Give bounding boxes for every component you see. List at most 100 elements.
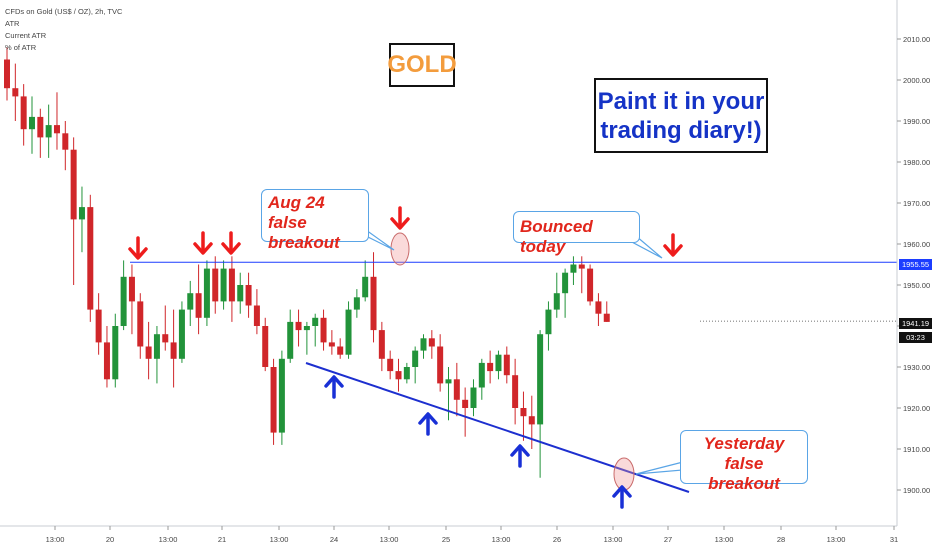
candle-body [312, 317, 319, 326]
candle-body [470, 387, 477, 408]
callout-aug24-line1: Aug 24 false [268, 193, 325, 232]
candle-body [12, 88, 19, 97]
candle-body [445, 379, 452, 384]
legend-percent-atr[interactable]: % of ATR [5, 43, 37, 52]
candle-body [303, 326, 310, 331]
candle-body [78, 207, 85, 220]
descending-trendline [305, 362, 690, 493]
time-axis[interactable]: 13:00 20 13:00 21 13:00 24 13:00 25 13:00 26 13:00… [0, 525, 898, 544]
up-arrow-head [418, 412, 438, 425]
price-tick-label: 2000.00 [903, 76, 930, 85]
candle-body [203, 268, 210, 318]
price-tick-label: 1950.00 [903, 281, 930, 290]
time-tick-label: 26 [553, 535, 561, 544]
candle-body [437, 346, 444, 384]
candle-body [187, 293, 194, 310]
candle-body [503, 354, 510, 376]
candle-body [353, 297, 360, 310]
legend-atr[interactable]: ATR [5, 19, 20, 28]
callout-yesterday-line1: Yesterday [703, 434, 785, 453]
up-arrow-head [510, 444, 530, 457]
up-arrow-head [324, 375, 344, 388]
trend-lines [130, 261, 897, 493]
candle-body [553, 293, 560, 310]
price-tick-label: 2010.00 [903, 35, 930, 44]
candle-body [528, 416, 535, 425]
candle-body [278, 358, 285, 433]
time-tick-label: 31 [890, 535, 898, 544]
diary-note-line1: Paint it in your [597, 88, 765, 115]
candle-body [287, 321, 294, 359]
down-arrow-head [193, 242, 213, 255]
candle-body [53, 125, 60, 134]
candle-body [162, 334, 169, 343]
candle-body [128, 276, 135, 302]
candle-body [137, 301, 144, 347]
candle-body [603, 313, 610, 322]
candle-body [95, 309, 102, 343]
candle-body [428, 338, 435, 347]
time-tick-label: 13:00 [492, 535, 511, 544]
candle-body [62, 133, 69, 150]
candle-body [537, 334, 544, 425]
price-tick-label: 1970.00 [903, 199, 930, 208]
candle-body [170, 342, 177, 359]
time-tick-label: 24 [330, 535, 338, 544]
price-tick-label: 1990.00 [903, 117, 930, 126]
candle-body [270, 367, 277, 433]
time-tick-label: 13:00 [46, 535, 65, 544]
chart-legend: CFDs on Gold (US$ / OZ), 2h, TVC ATR Cur… [5, 6, 122, 54]
candle-body [487, 362, 494, 372]
candle-body [378, 330, 385, 359]
price-tick-label: 1960.00 [903, 240, 930, 249]
price-tick-label: 1980.00 [903, 158, 930, 167]
down-arrow-head [663, 244, 683, 257]
legend-symbol[interactable]: CFDs on Gold (US$ / OZ), 2h, TVC [5, 7, 123, 16]
callout-aug24[interactable]: Aug 24 false breakout [261, 189, 369, 252]
candle-body [520, 408, 527, 417]
yesterday-breakout-highlight [613, 457, 635, 491]
candle-body [120, 276, 127, 326]
candle-body [153, 334, 160, 359]
candle-body [37, 116, 44, 138]
price-tick-label: 1920.00 [903, 404, 930, 413]
candle-body [403, 367, 410, 380]
candle-body [145, 346, 152, 359]
candle-body [578, 264, 585, 269]
candle-body [337, 346, 344, 355]
candle-body [262, 326, 269, 367]
legend-current-atr[interactable]: Current ATR [5, 31, 47, 40]
candle-body [87, 207, 94, 310]
candle-body [103, 342, 110, 380]
down-arrow-head [128, 247, 148, 260]
time-tick-label: 13:00 [715, 535, 734, 544]
candle-body [178, 309, 185, 359]
time-tick-label: 13:00 [827, 535, 846, 544]
callout-bounced[interactable]: Bounced today [513, 211, 640, 256]
candle-body [295, 321, 302, 331]
candle-body [462, 399, 469, 408]
candle-body [212, 268, 219, 302]
price-tick-label: 1910.00 [903, 445, 930, 454]
candle-body [395, 371, 402, 380]
callout-aug24-pointer [365, 228, 395, 251]
candle-body [595, 301, 602, 314]
candle-body [453, 379, 460, 400]
down-arrow-head [390, 217, 410, 230]
candle-body [370, 276, 377, 331]
candle-body [237, 285, 244, 302]
candle-body [320, 317, 327, 343]
gold-label[interactable]: GOLD [387, 43, 457, 87]
price-tick-label: 1900.00 [903, 486, 930, 495]
candle-body [253, 305, 260, 326]
candle-body [20, 96, 27, 130]
time-tick-label: 20 [106, 535, 114, 544]
callout-yesterday[interactable]: Yesterday false breakout [680, 430, 808, 493]
up-arrow-head [612, 485, 632, 498]
time-tick-label: 25 [442, 535, 450, 544]
candles [4, 47, 610, 478]
diary-note[interactable]: Paint it in your trading diary!) [594, 78, 768, 153]
time-tick-label: 27 [664, 535, 672, 544]
